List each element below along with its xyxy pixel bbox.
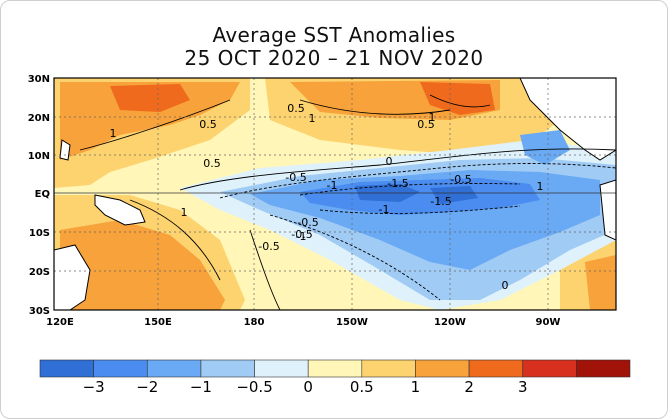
contour-label: 0.5 (417, 118, 435, 131)
lon-label: 180 (244, 317, 265, 328)
contour-label: 1 (181, 206, 188, 219)
lon-label-layer: 120E 150E 180 150W 120W 90W (46, 317, 560, 328)
colorbar-tick-label: −1 (190, 378, 212, 396)
land-australia (54, 244, 91, 310)
lat-label-layer: 30N 20N 10N EQ 10S 20S 30S (28, 74, 50, 317)
colorbar-tick-label: 0 (303, 378, 313, 396)
warm-west-deep (60, 82, 240, 160)
contour-label: -0.5 (285, 171, 306, 184)
map-title: Average SST Anomalies (212, 23, 456, 47)
colorbar-tick-label: 2 (464, 378, 474, 396)
colorbar-swatch (200, 359, 255, 378)
anomaly-field: 10.5 10.510.51-0.5-1 -1.5 -0.50-0.5-1-1.5-1… (54, 78, 616, 310)
map-gridlines (54, 78, 616, 310)
contour-label: 0.5 (287, 102, 305, 115)
contour-half-south (249, 229, 281, 310)
contour-label: -0.5 (450, 173, 471, 186)
contour-minus-one (299, 183, 521, 196)
cool-coastal (520, 130, 570, 165)
contour-label: -1.5 (387, 177, 408, 190)
contour-label: -1 (327, 179, 338, 192)
contour-label: 0 (386, 155, 393, 168)
lon-label: 120E (46, 317, 74, 328)
contour-label-layer: 10.5 10.510.51-0.5-1 -1.5 -0.50-0.5-1-1.5-1… (110, 102, 544, 292)
contour-label: 1 (309, 112, 316, 125)
contour-label: -1 (379, 203, 390, 216)
colorbar-tick-label: −2 (136, 378, 158, 396)
land-south-america (599, 179, 616, 241)
map-subtitle: 25 OCT 2020 – 21 NOV 2020 (184, 46, 484, 70)
lat-label: 20S (29, 267, 50, 278)
lon-label: 150W (336, 317, 368, 328)
colorbar-tick-label: 1 (411, 378, 421, 396)
colorbar-swatch (522, 359, 577, 378)
contour-lines (79, 94, 616, 310)
colorbar-swatch (39, 359, 94, 378)
lat-label: 30N (28, 74, 50, 85)
contour-zero (179, 148, 616, 191)
contour-minus-one-south (319, 205, 521, 214)
map-border (53, 77, 617, 311)
contour-label: -0.5 (291, 228, 312, 241)
colorbar-swatch (146, 359, 202, 378)
contour-minus-half-south (269, 214, 441, 301)
land-america (519, 78, 616, 161)
contour-half-north (299, 99, 451, 115)
contour-minus-half (219, 163, 616, 199)
colorbar-tick-label: 0.5 (350, 378, 374, 396)
colorbar: −3 −2 −1 −0.5 0 0.5 1 2 3 (39, 359, 631, 396)
colorbar-swatch (576, 359, 631, 378)
warm-southeast-deep (585, 255, 616, 310)
contour-one-north (429, 94, 491, 108)
contour-label: -1.5 (430, 195, 451, 208)
lat-label: 10S (29, 228, 50, 239)
land-philippines (59, 139, 71, 161)
colorbar-tick-label: −3 (83, 378, 105, 396)
contour-one-southwest (129, 199, 221, 281)
contour-label: -0.5 (297, 216, 318, 229)
colorbar-swatch (307, 359, 363, 378)
lat-label: EQ (35, 189, 50, 200)
colorbar-swatch (415, 359, 470, 378)
cool-tongue-deep-2 (430, 186, 478, 204)
colorbar-swatch (361, 359, 416, 378)
colorbar-swatch (468, 359, 524, 378)
lon-label: 90W (536, 317, 561, 328)
colorbar-tick-label: −0.5 (236, 378, 272, 396)
lat-label: 20N (28, 113, 50, 124)
contour-label: 1 (537, 180, 544, 193)
contour-label: 1 (110, 127, 117, 140)
lat-label: 30S (29, 306, 50, 317)
warm-west-south (60, 220, 225, 310)
contour-label: 0.5 (199, 118, 217, 131)
colorbar-swatch (254, 359, 309, 378)
contour-label: -1 (296, 230, 307, 243)
lat-label: 10N (28, 151, 50, 162)
contour-label: 1 (429, 111, 436, 124)
colorbar-swatch (93, 359, 148, 378)
lon-label: 150E (144, 317, 172, 328)
lon-label: 120W (434, 317, 466, 328)
contour-label: 0.5 (203, 157, 221, 170)
colorbar-tick-label: 3 (518, 378, 528, 396)
land-asia-islands (94, 194, 146, 226)
contour-label: -0.5 (258, 240, 279, 253)
contour-label: 0 (502, 279, 509, 292)
contour-one-west (79, 99, 231, 151)
warm-hot-north (110, 84, 190, 112)
